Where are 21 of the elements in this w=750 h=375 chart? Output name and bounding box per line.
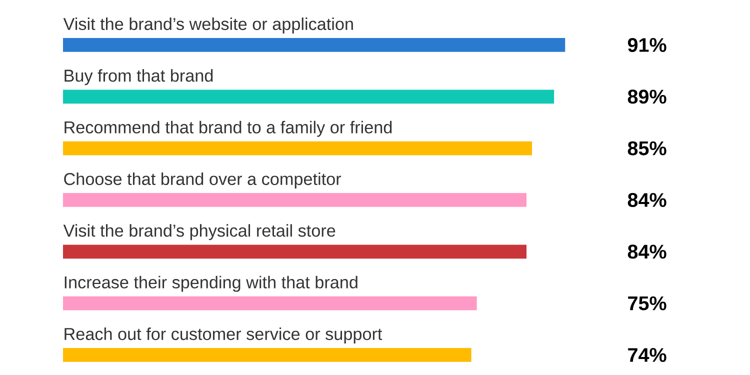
y-tick-label: Increase their spending with that brand [64, 276, 358, 292]
y-tick-label: Reach out for customer service or support [64, 327, 382, 344]
bar [63, 244, 526, 259]
data-label: 85% [628, 141, 666, 156]
y-tick-label: Recommend that brand to a family or friend [64, 120, 392, 137]
bar [63, 38, 566, 52]
y-tick-label: Choose that brand over a competitor [64, 172, 342, 188]
bar [63, 193, 526, 207]
data-label: 74% [628, 348, 666, 362]
y-tick-label: Visit the brand’s website or application [63, 18, 353, 34]
y-tick-label: Buy from that brand [64, 69, 213, 86]
data-label: 84% [628, 192, 666, 207]
data-label: 91% [628, 38, 666, 52]
data-label: 84% [628, 244, 666, 259]
y-tick-label: Visit the brand’s physical retail store [63, 224, 336, 240]
bar [63, 296, 477, 310]
data-label: 75% [628, 296, 666, 310]
bar [63, 90, 554, 104]
bar [63, 141, 532, 156]
bar [63, 348, 472, 362]
data-label: 89% [628, 90, 666, 104]
